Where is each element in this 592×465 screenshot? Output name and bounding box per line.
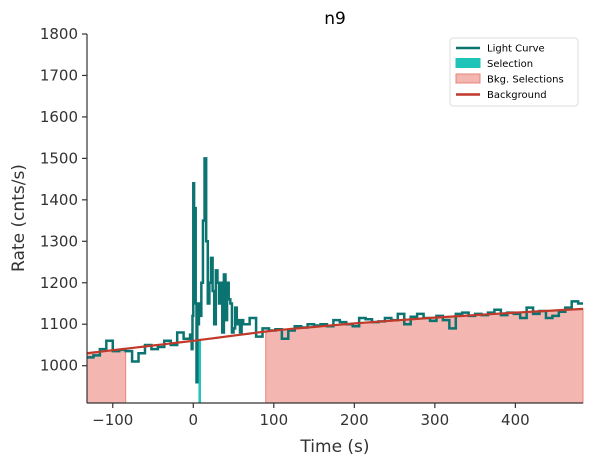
y-tick-label: 1800 (40, 25, 78, 43)
x-tick-label: 200 (340, 411, 369, 429)
axes: 100011001200130014001500160017001800−100… (40, 25, 583, 429)
y-tick-label: 1700 (40, 66, 78, 84)
legend-box (449, 37, 579, 107)
plot-area (86, 157, 584, 404)
legend-label: Background (487, 90, 547, 101)
legend: Light Curve Selection Bkg. Selections Backg… (449, 37, 579, 107)
y-tick-label: 1300 (40, 232, 78, 250)
x-tick-label: 400 (501, 411, 530, 429)
y-tick-label: 1600 (40, 108, 78, 126)
x-axis-label: Time (s) (299, 437, 369, 457)
x-tick-label: 300 (421, 411, 450, 429)
y-tick-label: 1100 (40, 315, 78, 333)
chart-title: n9 (324, 9, 346, 29)
legend-label: Selection (487, 59, 533, 70)
y-tick-label: 1000 (40, 357, 78, 375)
y-axis-label: Rate (cnts/s) (9, 164, 29, 272)
x-tick-label: −100 (92, 411, 133, 429)
legend-label: Bkg. Selections (487, 75, 564, 86)
background-series (86, 307, 584, 355)
y-tick-label: 1200 (40, 274, 78, 292)
x-tick-label: 100 (259, 411, 288, 429)
y-tick-label: 1500 (40, 149, 78, 167)
legend-label: Light Curve (487, 44, 545, 55)
light-curve-series (87, 157, 583, 384)
legend-bkg-selection-swatch (455, 73, 481, 84)
x-tick-label: 0 (189, 411, 199, 429)
legend-selection-swatch (455, 58, 481, 68)
y-tick-label: 1400 (40, 191, 78, 209)
